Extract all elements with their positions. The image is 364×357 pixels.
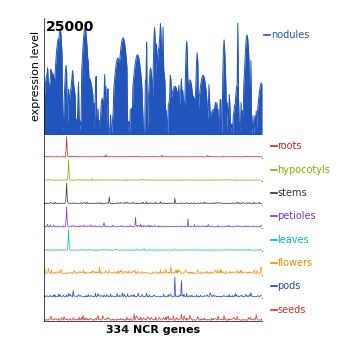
Text: pods: pods bbox=[277, 281, 301, 291]
Text: hypocotyls: hypocotyls bbox=[277, 165, 330, 175]
X-axis label: 334 NCR genes: 334 NCR genes bbox=[106, 326, 200, 336]
Text: seeds: seeds bbox=[277, 305, 306, 315]
Text: petioles: petioles bbox=[277, 211, 316, 221]
Text: flowers: flowers bbox=[277, 258, 312, 268]
Y-axis label: expression level: expression level bbox=[31, 31, 41, 121]
Text: leaves: leaves bbox=[277, 235, 309, 245]
Text: nodules: nodules bbox=[271, 30, 309, 40]
Text: roots: roots bbox=[277, 141, 302, 151]
Text: stems: stems bbox=[277, 188, 307, 198]
Text: 25000: 25000 bbox=[46, 20, 94, 34]
